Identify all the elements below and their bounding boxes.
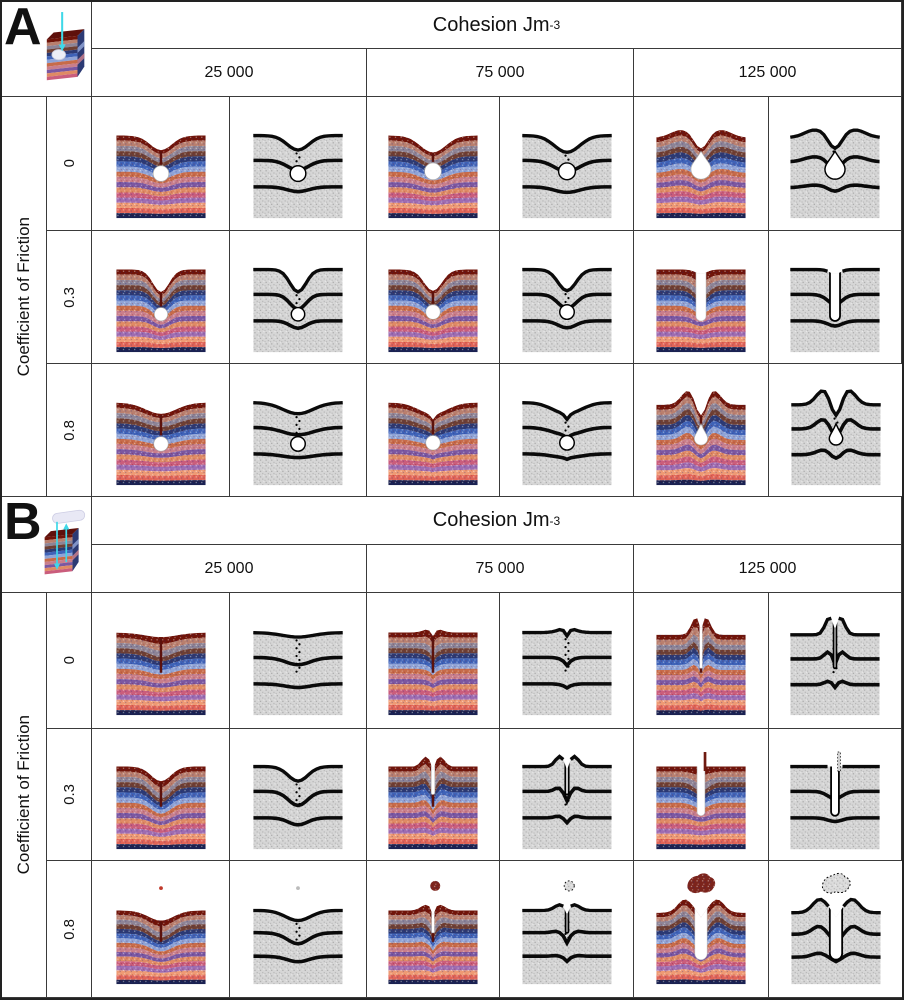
sim-b-f0.3-c75000-marker-view — [500, 729, 634, 861]
sim-b-f0.8-c25000-particle-view — [92, 861, 230, 998]
cohesion-exponent-b: -3 — [549, 513, 561, 528]
panel-b-corner: B — [2, 497, 92, 593]
sim-a-f0.8-c75000-particle-view — [367, 364, 500, 497]
sim-b-f0.3-c125000-particle-view — [634, 729, 769, 861]
sim-a-f0.8-c125000-marker-view — [769, 364, 902, 497]
sim-b-f0.3-c25000-marker-view — [230, 729, 367, 861]
column-header-b-25000: 25 000 — [92, 545, 367, 593]
row-label-b-03: 0.3 — [47, 729, 92, 861]
row-label-b-0: 0 — [47, 593, 92, 729]
friction-axis-label-a: Coefficient of Friction — [2, 97, 47, 497]
panel-a-corner: A — [2, 2, 92, 97]
sim-b-f0-c75000-particle-view — [367, 593, 500, 729]
sim-b-f0.8-c75000-marker-view — [500, 861, 634, 998]
sim-a-f0.3-c75000-marker-view — [500, 231, 634, 364]
cohesion-header-a: Cohesion Jm -3 — [92, 2, 902, 49]
sim-a-f0-c125000-particle-view — [634, 97, 769, 231]
sim-a-f0-c75000-particle-view — [367, 97, 500, 231]
sim-b-f0-c25000-particle-view — [92, 593, 230, 729]
sim-a-f0.8-c25000-particle-view — [92, 364, 230, 497]
sim-b-f0.8-c75000-particle-view — [367, 861, 500, 998]
sim-a-f0.3-c25000-particle-view — [92, 231, 230, 364]
column-header-a-25000: 25 000 — [92, 49, 367, 97]
sim-a-f0-c25000-particle-view — [92, 97, 230, 231]
column-header-b-75000: 75 000 — [367, 545, 634, 593]
sim-b-f0.3-c25000-particle-view — [92, 729, 230, 861]
sim-a-f0-c75000-marker-view — [500, 97, 634, 231]
sim-a-f0-c125000-marker-view — [769, 97, 902, 231]
cohesion-title-a: Cohesion Jm — [432, 13, 550, 36]
sim-a-f0.8-c75000-marker-view — [500, 364, 634, 497]
panel-a-label: A — [4, 2, 42, 56]
sim-a-f0.3-c25000-marker-view — [230, 231, 367, 364]
friction-axis-label-b: Coefficient of Friction — [2, 593, 47, 998]
panel-b-label: B — [4, 497, 42, 551]
row-label-a-08: 0.8 — [47, 364, 92, 497]
sim-a-f0.3-c125000-marker-view — [769, 231, 902, 364]
sim-b-f0-c125000-particle-view — [634, 593, 769, 729]
cohesion-title-b: Cohesion Jm — [432, 509, 550, 531]
sim-a-f0.8-c25000-marker-view — [230, 364, 367, 497]
sim-b-f0-c25000-marker-view — [230, 593, 367, 729]
panel-b: B Cohesion Jm -3 25 000 75 000 125 000 Co… — [2, 497, 902, 998]
panel-a: A Cohesion Jm -3 25 000 75 000 125 000 Co… — [2, 2, 902, 497]
dike-eruption-icon — [44, 509, 85, 575]
row-label-b-08: 0.8 — [47, 861, 92, 998]
sim-b-f0.8-c25000-marker-view — [230, 861, 367, 998]
chamber-collapse-icon — [46, 12, 84, 81]
sim-a-f0.3-c75000-particle-view — [367, 231, 500, 364]
sim-a-f0.3-c125000-particle-view — [634, 231, 769, 364]
sim-b-f0.8-c125000-marker-view — [769, 861, 902, 998]
cohesion-header-b: Cohesion Jm -3 — [92, 497, 902, 545]
sim-b-f0.8-c125000-particle-view — [634, 861, 769, 998]
column-header-a-75000: 75 000 — [367, 49, 634, 97]
sim-a-f0-c25000-marker-view — [230, 97, 367, 231]
sim-b-f0-c75000-marker-view — [500, 593, 634, 729]
row-label-a-03: 0.3 — [47, 231, 92, 364]
cohesion-exponent-a: -3 — [549, 18, 561, 32]
column-header-b-125000: 125 000 — [634, 545, 902, 593]
sim-b-f0.3-c125000-marker-view — [769, 729, 902, 861]
sim-b-f0-c125000-marker-view — [769, 593, 902, 729]
sim-a-f0.8-c125000-particle-view — [634, 364, 769, 497]
sim-b-f0.3-c75000-particle-view — [367, 729, 500, 861]
row-label-a-0: 0 — [47, 97, 92, 231]
column-header-a-125000: 125 000 — [634, 49, 902, 97]
